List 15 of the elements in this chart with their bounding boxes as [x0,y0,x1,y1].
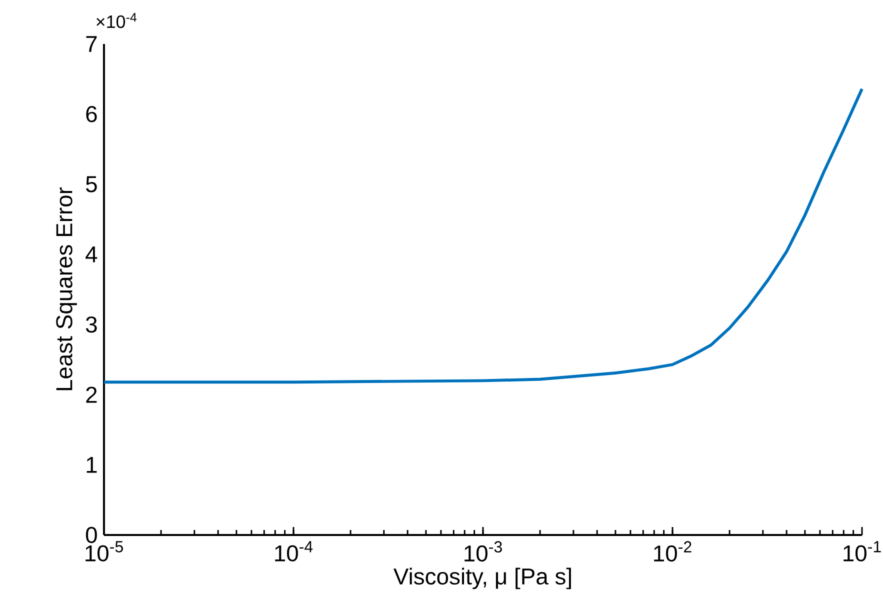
y-tick-label: 4 [86,246,98,262]
y-tick-label: 1 [86,456,97,473]
x-tick-label: 10$^{-4}$ [275,541,313,562]
y-tick-label: 3 [86,316,97,333]
y-axis-title: Least Squares Error [56,187,77,390]
y-tick-label: 2 [86,386,97,403]
x-tick-label: 10$^{-2}$ [654,541,692,562]
x-tick-label: 10$^{-1}$ [844,541,881,562]
y-tick-label: 5 [86,176,97,192]
x-tick-label: 10$^{-3}$ [464,541,502,562]
y-tick-label: 7 [86,36,97,52]
text: ×10$^{-4}$ [96,13,137,28]
x-axis-title: Viscosity, μ [Pa s] [394,568,571,590]
y-tick-label: 6 [86,106,97,122]
y-tick-label: 0 [86,526,97,544]
